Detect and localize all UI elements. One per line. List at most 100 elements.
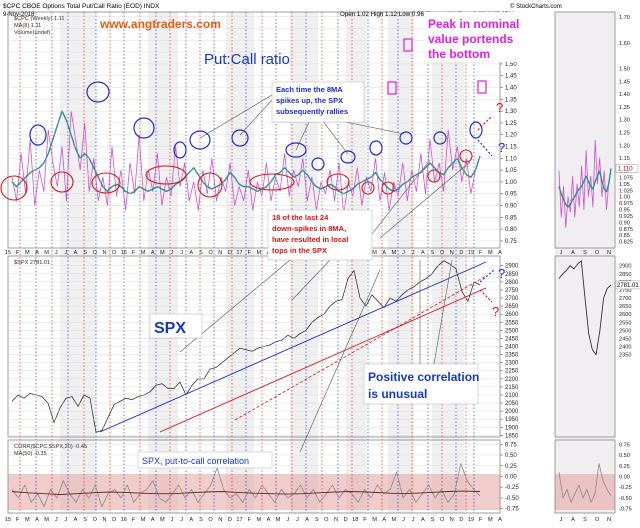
peak-circle-8 (340, 150, 356, 164)
website-label: www.angtraders.com (99, 17, 221, 31)
right-y-tick-label-0-1: 1.60 (619, 41, 630, 47)
x-label-mid-41: J (402, 250, 405, 256)
x-label-bottom-23: D (228, 517, 232, 523)
peak-note-box (424, 12, 522, 62)
x-label-bottom-8: S (83, 517, 87, 523)
x-label-mid-46: N (450, 250, 454, 256)
x-label-mid-19: A (189, 250, 193, 256)
series-corr-ma50 (11, 490, 481, 495)
x-label-mid-48: 19 (468, 250, 474, 256)
right-x-label-bottom-1: A (571, 517, 575, 523)
series-cpc-weekly (11, 110, 481, 216)
y-tick-label-1-12: 2300 (505, 361, 519, 367)
x-label-mid-17: J (171, 250, 174, 256)
trough-circle-10 (459, 149, 473, 163)
x-label-mid-9: O (93, 250, 98, 256)
x-label-mid-3: A (35, 250, 39, 256)
peak-note-line-3: the bottom (428, 47, 490, 61)
leader-line-9 (433, 259, 453, 365)
right-y-tick-label-1-7: 2550 (619, 320, 631, 326)
peak-circle-2 (133, 117, 155, 139)
right-panel-frame-2 (554, 439, 616, 514)
right-y-tick-label-0-7: 1.25 (619, 131, 630, 137)
x-label-bottom-25: F (247, 517, 251, 523)
spx-up-arrow (479, 269, 495, 283)
x-label-bottom-47: D (459, 517, 463, 523)
trough-circle-2 (91, 172, 121, 194)
right-y-tick-label-1-8: 2500 (619, 328, 631, 334)
y-tick-label-0-8: 1.30 (505, 109, 517, 115)
pc-up-arrow (477, 115, 493, 131)
x-label-bottom-12: 16 (121, 517, 127, 523)
x-label-bottom-4: M (44, 517, 49, 523)
right-y-tick-label-0-16: 0.95 (619, 208, 630, 214)
x-label-mid-2: M (25, 250, 30, 256)
y-tick-label-1-21: 1850 (505, 433, 519, 439)
x-label-mid-42: J (412, 250, 415, 256)
x-label-mid-24: 17 (236, 250, 242, 256)
x-label-bottom-37: F (363, 517, 367, 523)
right-y-tick-label-1-10: 2400 (619, 345, 631, 351)
right-y-tick-label-1-9: 2450 (619, 336, 631, 342)
shaded-period-2 (226, 12, 254, 513)
x-label-bottom-39: A (382, 517, 386, 523)
x-label-bottom-44: S (431, 517, 435, 523)
x-label-mid-1: F (16, 250, 20, 256)
x-label-bottom-3: A (35, 517, 39, 523)
down-note-line-1: 18 of the last 24 (272, 213, 329, 222)
y-tick-label-1-18: 2000 (505, 409, 519, 415)
right-y-tick-label-0-0: 1.70 (619, 15, 630, 21)
ma-note-box (271, 81, 365, 123)
y-tick-label-1-2: 2800 (505, 280, 519, 286)
spx-down-arrow (479, 289, 493, 303)
shaded-period-6 (432, 12, 464, 513)
y-tick-label-1-17: 2050 (505, 401, 519, 407)
x-label-mid-23: D (228, 250, 232, 256)
x-label-mid-38: M (372, 250, 377, 256)
right-y-tick-label-1-6: 2600 (619, 312, 631, 318)
y-tick-label-1-0: 2900 (505, 264, 519, 270)
series-spx (11, 260, 481, 433)
pc-title: Put:Call ratio (204, 51, 290, 68)
x-label-mid-50: M (488, 250, 493, 256)
pc-question-up: ? (496, 100, 503, 115)
y-tick-label-2-2: 0.25 (505, 464, 517, 470)
channel-lower-line (159, 287, 487, 433)
y-tick-label-0-9: 1.25 (505, 121, 517, 127)
x-label-bottom-34: N (334, 517, 338, 523)
down-note-box (267, 209, 373, 261)
right-y-tick-label-0-4: 1.40 (619, 92, 630, 98)
x-label-mid-11: D (112, 250, 116, 256)
leader-line-6 (291, 259, 331, 301)
y-tick-label-0-5: 1.45 (505, 74, 517, 80)
down-note-line-3: have resulted in local (272, 235, 348, 244)
peak-note-line-2: value portends (428, 32, 514, 46)
x-label-mid-20: S (199, 250, 203, 256)
right-y-tick-label-0-2: 1.50 (619, 66, 630, 72)
x-label-bottom-43: A (421, 517, 425, 523)
y-tick-label-1-4: 2700 (505, 296, 519, 302)
leader-line-7 (371, 159, 431, 235)
series-corr-zoom (558, 463, 612, 503)
channel-upper-line (99, 261, 487, 433)
x-label-mid-40: M (392, 250, 397, 256)
y-tick-label-1-16: 2100 (505, 393, 519, 399)
right-y-tick-label-0-3: 1.45 (619, 79, 630, 85)
right-x-label-bottom-4: N (607, 517, 611, 523)
series-cpc-ma8 (11, 110, 481, 195)
x-label-bottom-7: A (74, 517, 78, 523)
x-label-mid-15: A (151, 250, 155, 256)
y-tick-label-1-6: 2600 (505, 312, 519, 318)
legend-0-0: $CPC (Weekly) 1.11 (14, 16, 64, 22)
right-y-tick-label-1-1: 2850 (619, 272, 631, 278)
x-label-bottom-2: M (25, 517, 30, 523)
x-label-bottom-51: A (498, 517, 502, 523)
x-label-mid-26: M (256, 250, 261, 256)
trough-circle-6 (326, 173, 350, 191)
trough-circle-7 (361, 181, 375, 195)
channel-mid-line (234, 275, 487, 421)
right-y-tick-label-0-12: 1.05 (619, 182, 630, 188)
y-tick-label-0-18: 0.80 (505, 227, 517, 233)
x-label-mid-39: A (382, 250, 386, 256)
